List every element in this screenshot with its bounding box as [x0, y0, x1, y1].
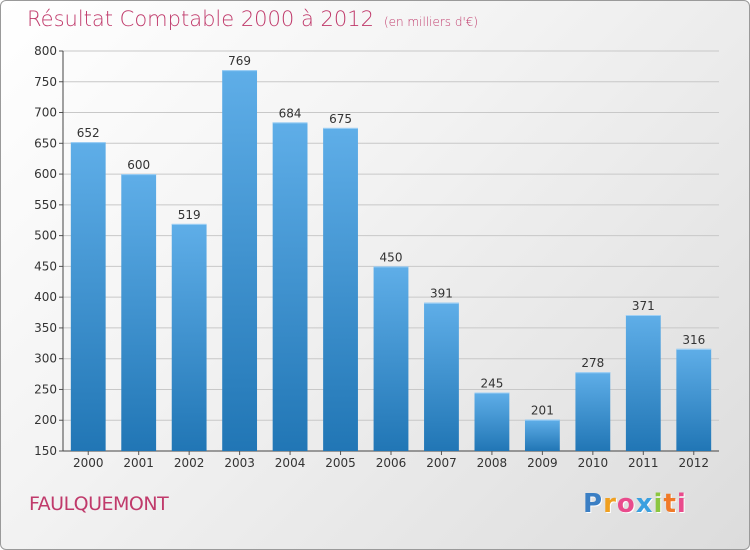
axes: 150 200 250 300 350 400 450 500 550 600 650 700 750 8…	[34, 44, 719, 470]
chart-title: Résultat Comptable 2000 à 2012 (en millie…	[27, 7, 478, 31]
logo-letter: t	[663, 489, 677, 519]
x-tick-label: 2010	[578, 456, 609, 470]
y-tick-label: 400	[34, 290, 57, 304]
value-label: 391	[430, 287, 453, 301]
value-label: 450	[380, 250, 403, 264]
y-tick-label: 600	[34, 167, 57, 181]
logo-letter: i	[676, 489, 687, 519]
bar	[373, 266, 409, 451]
y-tick-label: 550	[34, 198, 57, 212]
value-label: 371	[632, 299, 655, 313]
value-label: 675	[329, 112, 352, 126]
y-tick-label: 350	[34, 321, 57, 335]
bar	[424, 302, 459, 451]
logo-letter: r	[603, 489, 617, 519]
x-tick-label: 2002	[174, 456, 205, 470]
bar	[171, 223, 207, 451]
x-tick-label: 2006	[376, 456, 407, 470]
bar	[121, 174, 157, 452]
value-label: 769	[228, 54, 251, 68]
x-tick-label: 2001	[123, 456, 154, 470]
bar	[70, 142, 106, 452]
proxiti-logo: Proxiti	[583, 489, 687, 519]
y-tick-label: 450	[34, 259, 57, 273]
x-tick-label: 2000	[73, 456, 104, 470]
y-tick-label: 200	[34, 413, 57, 427]
value-label: 684	[279, 106, 302, 120]
bar	[524, 419, 560, 451]
y-tick-label: 150	[34, 444, 57, 458]
bar	[474, 392, 510, 451]
y-tick-label: 800	[34, 44, 57, 58]
value-label: 201	[531, 404, 554, 418]
bar	[676, 348, 712, 451]
x-tick-label: 2009	[527, 456, 558, 470]
x-tick-label: 2011	[628, 456, 659, 470]
x-tick-label: 2003	[224, 456, 255, 470]
y-tick-label: 500	[34, 229, 57, 243]
bar	[323, 127, 358, 451]
bar	[272, 122, 308, 451]
x-tick-label: 2007	[426, 456, 457, 470]
bar	[222, 70, 258, 452]
x-tick-label: 2012	[678, 456, 709, 470]
x-tick-label: 2008	[477, 456, 508, 470]
x-tick-label: 2005	[325, 456, 356, 470]
value-label: 278	[581, 356, 604, 370]
y-tick-label: 250	[34, 382, 57, 396]
bar	[575, 372, 611, 451]
bar	[625, 315, 661, 451]
logo-letter: o	[616, 489, 636, 519]
x-tick-label: 2004	[275, 456, 306, 470]
value-label: 316	[682, 333, 705, 347]
logo-letter: x	[635, 489, 654, 519]
commune-name: FAULQUEMONT	[29, 493, 169, 515]
value-label: 652	[77, 126, 100, 140]
y-tick-label: 700	[34, 106, 57, 120]
data-labels: 652 600 519 769 684 675 450 391 245 201 278 371 316	[77, 54, 705, 418]
y-tick-label: 300	[34, 352, 57, 366]
bars	[70, 70, 712, 452]
y-tick-label: 750	[34, 75, 57, 89]
value-label: 245	[480, 377, 503, 391]
value-label: 519	[178, 208, 201, 222]
value-label: 600	[127, 158, 150, 172]
y-tick-label: 650	[34, 136, 57, 150]
logo-letter: P	[583, 489, 604, 519]
chart-title-text: Résultat Comptable 2000 à 2012	[27, 7, 374, 31]
chart-subtitle: (en milliers d'€)	[383, 15, 479, 29]
logo-letter: i	[653, 489, 664, 519]
